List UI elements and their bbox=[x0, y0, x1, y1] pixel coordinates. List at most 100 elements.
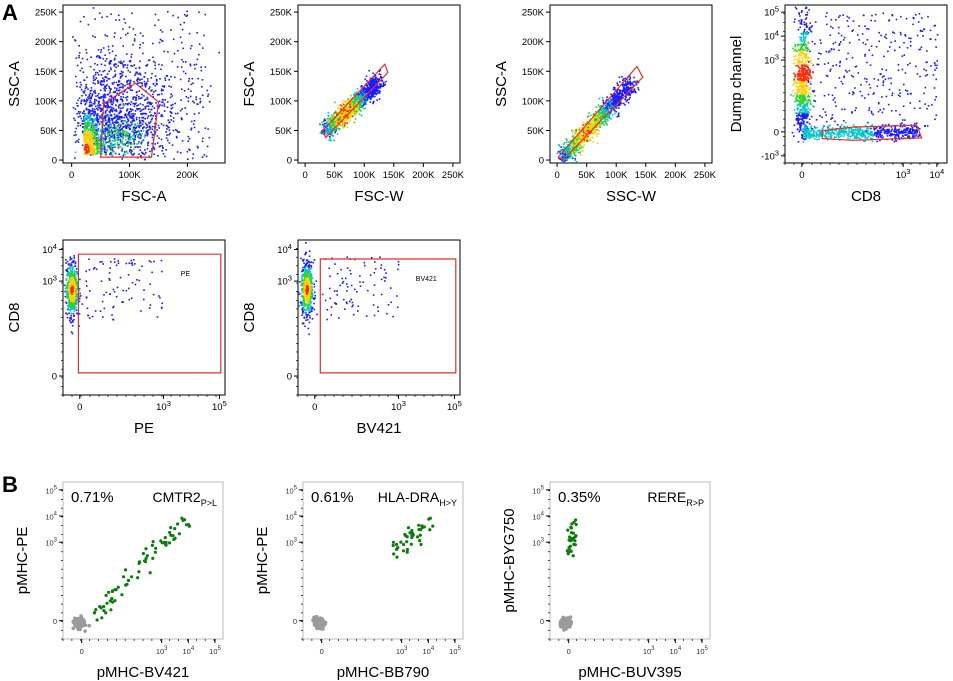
event-dot bbox=[115, 126, 117, 129]
event-dot bbox=[100, 84, 103, 86]
event-dot bbox=[588, 126, 591, 128]
event-dot bbox=[564, 158, 567, 161]
event-dot bbox=[185, 15, 188, 17]
event-dot bbox=[620, 95, 623, 97]
event-dot bbox=[196, 103, 198, 105]
event-dot bbox=[108, 52, 111, 54]
event-dot bbox=[150, 114, 153, 116]
event-dot bbox=[830, 18, 833, 21]
event-dot bbox=[121, 135, 124, 137]
event-dot bbox=[891, 133, 894, 135]
event-dot bbox=[635, 91, 637, 94]
event-dot bbox=[114, 75, 116, 77]
event-dot bbox=[97, 96, 100, 99]
event-dot bbox=[376, 80, 378, 83]
event-dot bbox=[94, 98, 96, 101]
event-dot bbox=[97, 100, 100, 103]
event-dot bbox=[109, 148, 112, 150]
event-dot bbox=[591, 123, 593, 125]
event-dot bbox=[156, 94, 159, 96]
event-dot bbox=[96, 142, 99, 144]
event-dot bbox=[118, 19, 121, 21]
event-dot bbox=[168, 79, 170, 81]
event-dot bbox=[184, 107, 186, 109]
event-dot bbox=[889, 132, 892, 135]
event-dot bbox=[573, 149, 576, 151]
event-dot bbox=[139, 146, 141, 148]
event-dot bbox=[94, 145, 96, 147]
event-dot bbox=[897, 136, 900, 138]
event-dot bbox=[83, 135, 86, 137]
event-dot bbox=[168, 134, 170, 136]
event-dot bbox=[85, 107, 88, 110]
event-dot bbox=[808, 9, 810, 11]
event-dot bbox=[98, 150, 100, 153]
event-dot bbox=[78, 52, 81, 54]
event-dot bbox=[127, 127, 129, 129]
event-dot bbox=[794, 6, 797, 9]
event-dot bbox=[77, 122, 80, 124]
event-dot bbox=[341, 111, 343, 114]
event-dot bbox=[89, 115, 91, 118]
event-dot bbox=[77, 138, 80, 141]
event-dot bbox=[161, 150, 163, 152]
event-dot bbox=[103, 101, 105, 103]
event-dot bbox=[89, 111, 91, 114]
event-dot bbox=[569, 140, 572, 142]
event-dot bbox=[887, 123, 890, 126]
event-dot bbox=[360, 91, 362, 93]
event-dot bbox=[146, 63, 149, 66]
event-dot bbox=[900, 137, 903, 139]
event-dot bbox=[126, 95, 129, 98]
event-dot bbox=[200, 66, 202, 69]
event-dot bbox=[121, 138, 124, 140]
event-dot bbox=[137, 146, 139, 148]
event-dot bbox=[140, 141, 143, 144]
event-dot bbox=[116, 100, 118, 102]
event-dot bbox=[91, 133, 93, 135]
event-dot bbox=[377, 92, 380, 94]
event-dot bbox=[614, 102, 617, 104]
event-dot bbox=[370, 92, 372, 95]
event-dot bbox=[88, 148, 91, 151]
event-dot bbox=[132, 130, 134, 132]
event-dot bbox=[100, 130, 102, 133]
event-dot bbox=[112, 91, 115, 94]
event-dot bbox=[130, 149, 132, 151]
event-dot bbox=[83, 112, 86, 115]
event-dot bbox=[561, 157, 563, 159]
event-dot bbox=[126, 118, 129, 120]
event-dot bbox=[336, 112, 339, 114]
event-dot bbox=[202, 106, 204, 108]
event-dot bbox=[163, 110, 166, 112]
event-dot bbox=[97, 144, 99, 146]
event-dot bbox=[154, 143, 156, 145]
event-dot bbox=[171, 144, 174, 146]
event-dot bbox=[94, 92, 97, 95]
event-dot bbox=[167, 139, 169, 142]
event-dot bbox=[120, 116, 122, 118]
event-dot bbox=[89, 110, 92, 112]
event-dot bbox=[602, 110, 604, 112]
event-dot bbox=[128, 112, 131, 114]
event-dot bbox=[145, 105, 148, 107]
event-dot bbox=[380, 83, 382, 85]
event-dot bbox=[580, 146, 583, 148]
event-dot bbox=[567, 151, 570, 153]
event-dot bbox=[610, 100, 612, 102]
event-dot bbox=[125, 139, 127, 141]
event-dot bbox=[809, 22, 812, 24]
event-dot bbox=[838, 77, 841, 79]
event-dot bbox=[587, 123, 590, 125]
event-dot bbox=[96, 71, 99, 74]
event-dot bbox=[86, 131, 89, 134]
event-dot bbox=[102, 77, 104, 79]
event-dot bbox=[190, 90, 192, 92]
event-dot bbox=[350, 115, 353, 118]
event-dot bbox=[166, 134, 168, 136]
event-dot bbox=[87, 112, 90, 115]
event-dot bbox=[796, 122, 799, 125]
event-dot bbox=[583, 144, 585, 146]
event-dot bbox=[109, 127, 111, 129]
event-dot bbox=[325, 129, 328, 132]
